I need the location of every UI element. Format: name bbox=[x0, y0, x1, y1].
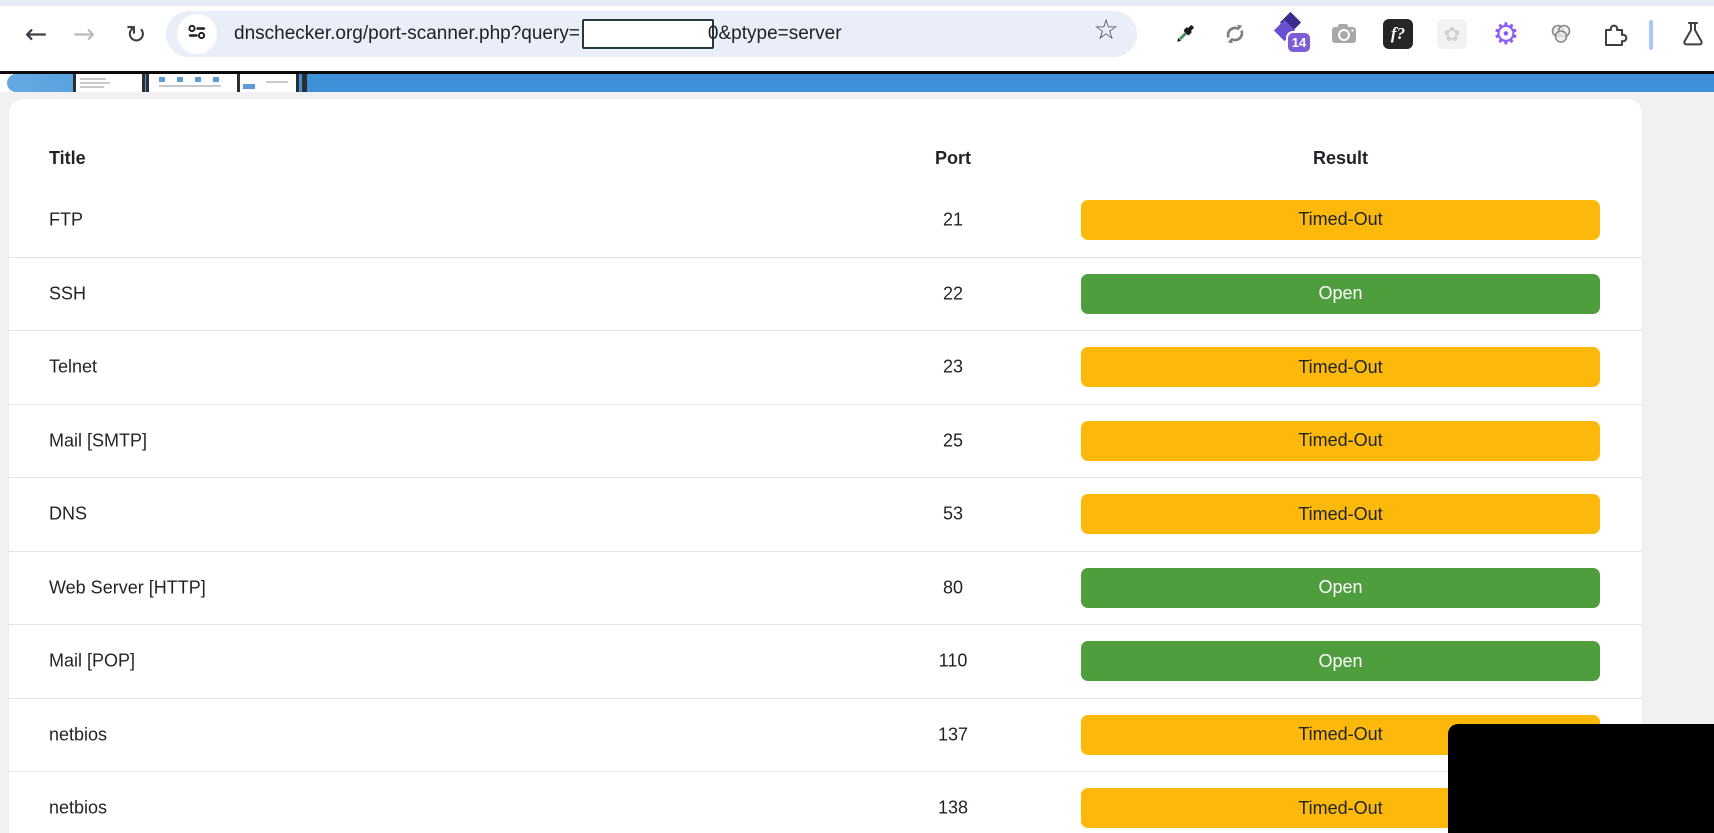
row-result-badge: Timed-Out bbox=[1081, 347, 1600, 388]
row-port: 23 bbox=[942, 356, 964, 377]
extensions-puzzle-icon[interactable] bbox=[1598, 6, 1632, 62]
forward-button[interactable]: → bbox=[72, 18, 96, 50]
table-row: Web Server [HTTP] 80 Open bbox=[9, 550, 1642, 625]
row-title: Telnet bbox=[49, 356, 98, 377]
column-header-result: Result bbox=[1312, 148, 1368, 168]
row-port: 80 bbox=[942, 577, 964, 598]
row-port: 110 bbox=[938, 650, 968, 671]
extension-count-badge: 14 bbox=[1286, 31, 1312, 54]
back-button[interactable]: ← bbox=[24, 18, 48, 50]
flower-extension-icon[interactable]: ✿ bbox=[1435, 6, 1469, 62]
port-scanner-results-card: Title Port Result FTP 21 Timed-Out SSH 2… bbox=[9, 99, 1642, 833]
row-result-badge: Timed-Out bbox=[1081, 420, 1600, 461]
row-port: 21 bbox=[942, 209, 964, 230]
row-port: 53 bbox=[942, 503, 964, 524]
table-row: SSH 22 Open bbox=[9, 256, 1642, 331]
row-title: netbios bbox=[49, 724, 108, 745]
redaction-overlay bbox=[1448, 724, 1714, 833]
site-header-thumbnail bbox=[73, 74, 145, 92]
table-row: Mail [POP] 110 Open bbox=[9, 624, 1642, 698]
stack-extension-icon[interactable]: 14 bbox=[1272, 6, 1314, 62]
eyedropper-extension-icon[interactable] bbox=[1167, 6, 1203, 62]
table-row: FTP 21 Timed-Out bbox=[9, 183, 1642, 257]
row-result-badge: Timed-Out bbox=[1081, 494, 1600, 535]
site-header-thumbnail bbox=[237, 74, 299, 92]
column-header-port: Port bbox=[935, 148, 971, 168]
row-result-badge: Open bbox=[1081, 567, 1600, 608]
table-row: netbios 137 Timed-Out bbox=[9, 697, 1642, 772]
column-header-title: Title bbox=[49, 148, 86, 168]
table-row: Telnet 23 Timed-Out bbox=[9, 330, 1642, 404]
row-result-badge: Open bbox=[1081, 273, 1600, 314]
row-title: FTP bbox=[49, 209, 83, 230]
site-settings-icon bbox=[185, 20, 209, 49]
row-title: Mail [POP] bbox=[49, 650, 136, 671]
gear-extension-icon[interactable]: ⚙ bbox=[1492, 16, 1520, 52]
table-header-row: Title Port Result bbox=[9, 139, 1642, 177]
row-port: 25 bbox=[942, 430, 964, 451]
browser-toolbar: ← → ↻ dnschecker.org/port-scanner.php?qu… bbox=[0, 0, 1714, 71]
url-prefix: dnschecker.org/port-scanner.php?query= bbox=[234, 23, 580, 44]
url-text[interactable]: dnschecker.org/port-scanner.php?query= 0&… bbox=[234, 11, 842, 57]
row-result-badge: Open bbox=[1081, 641, 1600, 682]
row-port: 22 bbox=[942, 283, 964, 304]
fontface-extension-icon[interactable]: f? bbox=[1381, 6, 1415, 62]
row-title: DNS bbox=[49, 503, 88, 524]
venn-extension-icon[interactable] bbox=[1544, 6, 1578, 62]
row-port: 138 bbox=[937, 797, 969, 818]
tabstrip-bottom-band bbox=[0, 0, 1714, 6]
row-result-badge: Timed-Out bbox=[1081, 199, 1600, 240]
address-bar[interactable]: dnschecker.org/port-scanner.php?query= 0&… bbox=[166, 11, 1137, 57]
bookmark-star-icon[interactable]: ☆ bbox=[1093, 12, 1119, 46]
row-title: netbios bbox=[49, 797, 108, 818]
table-row: netbios 138 Timed-Out bbox=[9, 771, 1642, 833]
row-title: Mail [SMTP] bbox=[49, 430, 148, 451]
reload-button[interactable]: ↻ bbox=[125, 19, 147, 49]
table-body: FTP 21 Timed-Out SSH 22 Open Telnet 23 T… bbox=[9, 183, 1642, 833]
recycle-extension-icon[interactable] bbox=[1217, 6, 1253, 62]
row-title: Web Server [HTTP] bbox=[49, 577, 206, 598]
site-header-bar bbox=[7, 74, 1714, 92]
url-suffix: 0&ptype=server bbox=[707, 23, 842, 44]
site-header-thumbnail bbox=[146, 74, 241, 92]
table-row: DNS 53 Timed-Out bbox=[9, 477, 1642, 551]
table-row: Mail [SMTP] 25 Timed-Out bbox=[9, 403, 1642, 478]
url-redaction-box bbox=[581, 19, 714, 49]
toolbar-separator bbox=[1649, 20, 1653, 50]
site-header-thumbnail-edge bbox=[302, 74, 307, 92]
flask-icon[interactable] bbox=[1676, 6, 1710, 62]
site-info-button[interactable] bbox=[177, 14, 217, 54]
page-top-border bbox=[0, 71, 1714, 74]
camera-extension-icon[interactable] bbox=[1327, 6, 1361, 62]
row-port: 137 bbox=[937, 724, 969, 745]
row-title: SSH bbox=[49, 283, 87, 304]
